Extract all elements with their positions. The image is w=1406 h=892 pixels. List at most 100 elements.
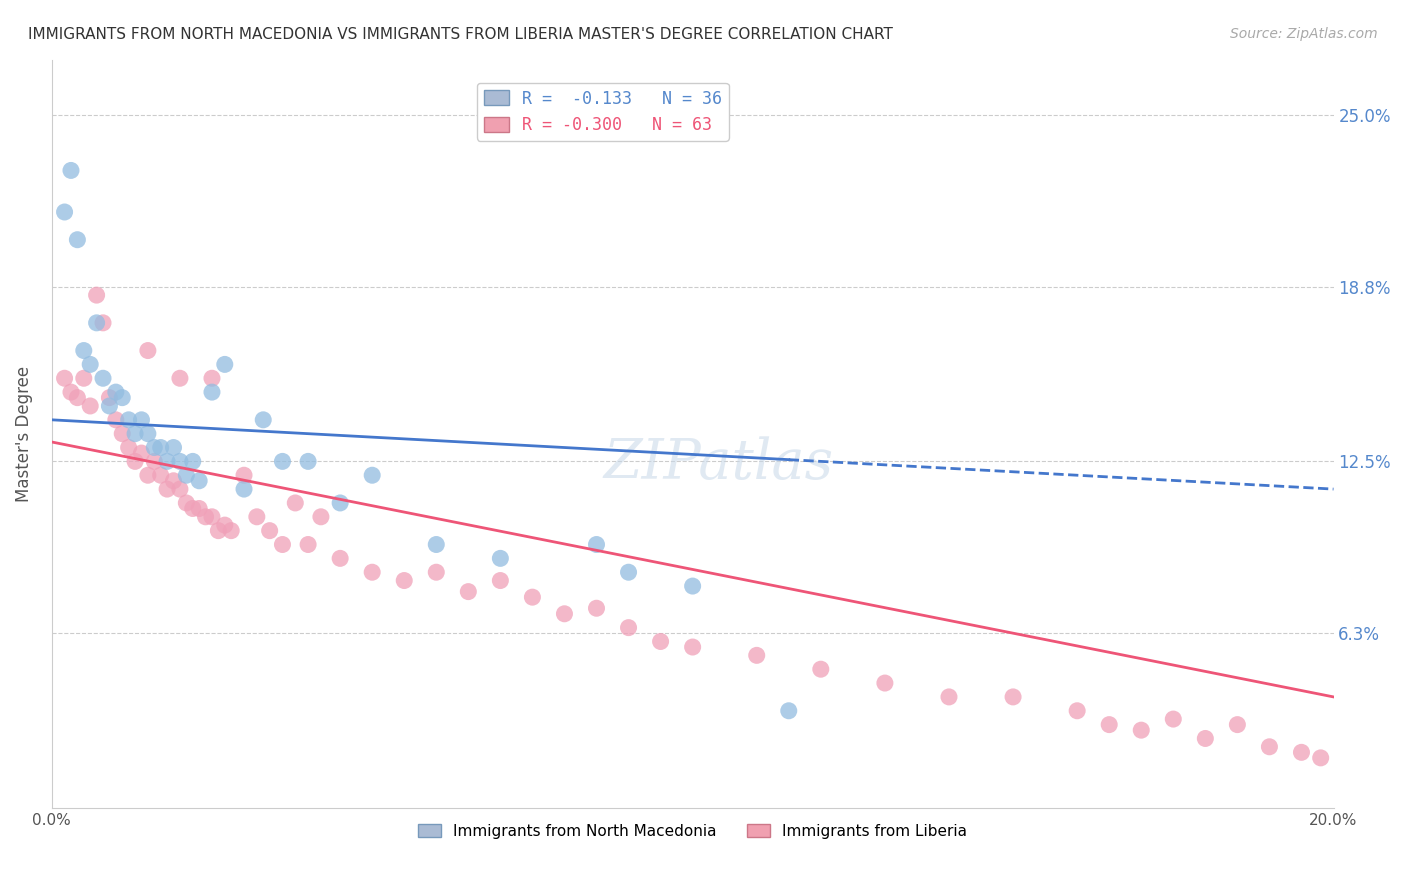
- Point: [489, 551, 512, 566]
- Point: [98, 391, 121, 405]
- Point: [361, 566, 384, 580]
- Point: [118, 441, 141, 455]
- Point: [214, 358, 236, 372]
- Y-axis label: Master's Degree: Master's Degree: [15, 366, 32, 501]
- Point: [271, 537, 294, 551]
- Point: [149, 441, 172, 455]
- Point: [233, 482, 256, 496]
- Point: [188, 474, 211, 488]
- Point: [73, 371, 96, 385]
- Point: [682, 640, 704, 654]
- Point: [194, 509, 217, 524]
- Point: [162, 474, 184, 488]
- Point: [181, 454, 204, 468]
- Point: [79, 399, 101, 413]
- Point: [297, 537, 319, 551]
- Point: [136, 468, 159, 483]
- Point: [136, 343, 159, 358]
- Text: IMMIGRANTS FROM NORTH MACEDONIA VS IMMIGRANTS FROM LIBERIA MASTER'S DEGREE CORRE: IMMIGRANTS FROM NORTH MACEDONIA VS IMMIG…: [28, 27, 893, 42]
- Point: [246, 509, 269, 524]
- Point: [1194, 731, 1216, 746]
- Point: [131, 446, 153, 460]
- Point: [149, 468, 172, 483]
- Point: [104, 413, 127, 427]
- Point: [522, 590, 544, 604]
- Point: [207, 524, 229, 538]
- Point: [143, 454, 166, 468]
- Text: ZIPatlas: ZIPatlas: [603, 436, 834, 491]
- Point: [136, 426, 159, 441]
- Point: [329, 496, 352, 510]
- Point: [169, 454, 191, 468]
- Point: [124, 426, 146, 441]
- Point: [162, 441, 184, 455]
- Point: [86, 288, 108, 302]
- Point: [111, 391, 134, 405]
- Point: [1066, 704, 1088, 718]
- Point: [1161, 712, 1184, 726]
- Point: [1226, 717, 1249, 731]
- Point: [53, 371, 76, 385]
- Point: [938, 690, 960, 704]
- Point: [394, 574, 416, 588]
- Point: [98, 399, 121, 413]
- Legend: Immigrants from North Macedonia, Immigrants from Liberia: Immigrants from North Macedonia, Immigra…: [412, 818, 973, 845]
- Point: [1002, 690, 1025, 704]
- Point: [1098, 717, 1121, 731]
- Point: [489, 574, 512, 588]
- Point: [91, 371, 114, 385]
- Text: Source: ZipAtlas.com: Source: ZipAtlas.com: [1230, 27, 1378, 41]
- Point: [233, 468, 256, 483]
- Point: [810, 662, 832, 676]
- Point: [118, 413, 141, 427]
- Point: [682, 579, 704, 593]
- Point: [585, 601, 607, 615]
- Point: [219, 524, 242, 538]
- Point: [745, 648, 768, 663]
- Point: [111, 426, 134, 441]
- Point: [91, 316, 114, 330]
- Point: [297, 454, 319, 468]
- Point: [143, 441, 166, 455]
- Point: [169, 371, 191, 385]
- Point: [1130, 723, 1153, 738]
- Point: [104, 385, 127, 400]
- Point: [309, 509, 332, 524]
- Point: [59, 385, 82, 400]
- Point: [1309, 751, 1331, 765]
- Point: [201, 509, 224, 524]
- Point: [361, 468, 384, 483]
- Point: [650, 634, 672, 648]
- Point: [329, 551, 352, 566]
- Point: [176, 496, 198, 510]
- Point: [156, 454, 179, 468]
- Point: [585, 537, 607, 551]
- Point: [617, 566, 640, 580]
- Point: [778, 704, 800, 718]
- Point: [124, 454, 146, 468]
- Point: [188, 501, 211, 516]
- Point: [425, 566, 447, 580]
- Point: [617, 621, 640, 635]
- Point: [873, 676, 896, 690]
- Point: [176, 468, 198, 483]
- Point: [271, 454, 294, 468]
- Point: [259, 524, 281, 538]
- Point: [1258, 739, 1281, 754]
- Point: [59, 163, 82, 178]
- Point: [66, 391, 89, 405]
- Point: [553, 607, 575, 621]
- Point: [73, 343, 96, 358]
- Point: [201, 385, 224, 400]
- Point: [1291, 745, 1313, 759]
- Point: [252, 413, 274, 427]
- Point: [284, 496, 307, 510]
- Point: [169, 482, 191, 496]
- Point: [201, 371, 224, 385]
- Point: [457, 584, 479, 599]
- Point: [53, 205, 76, 219]
- Point: [425, 537, 447, 551]
- Point: [66, 233, 89, 247]
- Point: [131, 413, 153, 427]
- Point: [181, 501, 204, 516]
